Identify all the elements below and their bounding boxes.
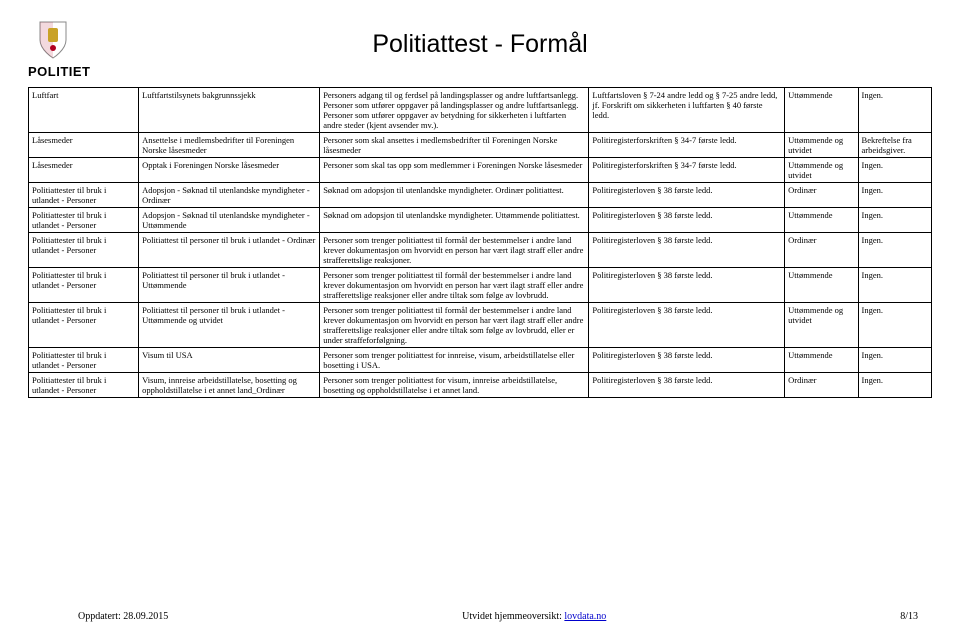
table-cell: Ingen. xyxy=(858,268,931,303)
table-row: Politiattester til bruk i utlandet - Per… xyxy=(29,373,932,398)
table-cell: Personer som trenger politiattest til fo… xyxy=(320,303,589,348)
table-cell: Uttømmende xyxy=(785,348,858,373)
brand-text: POLITIET xyxy=(28,64,91,79)
table-row: Politiattester til bruk i utlandet - Per… xyxy=(29,348,932,373)
footer-page-number: 8/13 xyxy=(900,611,918,622)
table-cell: Ansettelse i medlemsbedrifter til Foreni… xyxy=(139,133,320,158)
page-header: POLITIET Politiattest - Formål xyxy=(28,20,932,79)
page-footer: Oppdatert: 28.09.2015 Utvidet hjemmeover… xyxy=(0,611,960,622)
table-cell: Uttømmende og utvidet xyxy=(785,158,858,183)
table-cell: Politiregisterloven § 38 første ledd. xyxy=(589,183,785,208)
table-row: Politiattester til bruk i utlandet - Per… xyxy=(29,183,932,208)
table-cell: Ingen. xyxy=(858,233,931,268)
table-cell: Politiattester til bruk i utlandet - Per… xyxy=(29,348,139,373)
table-row: LåsesmederOpptak i Foreningen Norske lås… xyxy=(29,158,932,183)
table-cell: Politiregisterloven § 38 første ledd. xyxy=(589,208,785,233)
page-title: Politiattest - Formål xyxy=(28,30,932,59)
table-cell: Politiattester til bruk i utlandet - Per… xyxy=(29,373,139,398)
table-cell: Visum til USA xyxy=(139,348,320,373)
table-cell: Adopsjon - Søknad til utenlandske myndig… xyxy=(139,183,320,208)
table-row: Politiattester til bruk i utlandet - Per… xyxy=(29,208,932,233)
table-row: Politiattester til bruk i utlandet - Per… xyxy=(29,268,932,303)
table-cell: Personer som skal tas opp som medlemmer … xyxy=(320,158,589,183)
table-cell: Politiregisterforskriften § 34-7 første … xyxy=(589,133,785,158)
table-row: Politiattester til bruk i utlandet - Per… xyxy=(29,303,932,348)
table-cell: Luftfart xyxy=(29,88,139,133)
table-cell: Politiattest til personer til bruk i utl… xyxy=(139,303,320,348)
purpose-table: LuftfartLuftfartstilsynets bakgrunnssjek… xyxy=(28,87,932,398)
table-cell: Ingen. xyxy=(858,303,931,348)
table-cell: Ingen. xyxy=(858,88,931,133)
table-cell: Politiregisterloven § 38 første ledd. xyxy=(589,233,785,268)
table-cell: Søknad om adopsjon til utenlandske myndi… xyxy=(320,208,589,233)
table-cell: Politiattester til bruk i utlandet - Per… xyxy=(29,233,139,268)
table-cell: Politiattest til personer til bruk i utl… xyxy=(139,233,320,268)
table-cell: Politiregisterloven § 38 første ledd. xyxy=(589,303,785,348)
table-row: Politiattester til bruk i utlandet - Per… xyxy=(29,233,932,268)
table-cell: Låsesmeder xyxy=(29,133,139,158)
table-cell: Politiregisterloven § 38 første ledd. xyxy=(589,268,785,303)
table-cell: Personer som trenger politiattest til fo… xyxy=(320,233,589,268)
table-cell: Luftfartsloven § 7-24 andre ledd og § 7-… xyxy=(589,88,785,133)
table-cell: Politiattester til bruk i utlandet - Per… xyxy=(29,268,139,303)
table-cell: Ingen. xyxy=(858,208,931,233)
table-cell: Uttømmende xyxy=(785,88,858,133)
table-row: LuftfartLuftfartstilsynets bakgrunnssjek… xyxy=(29,88,932,133)
table-cell: Ordinær xyxy=(785,233,858,268)
table-row: LåsesmederAnsettelse i medlemsbedrifter … xyxy=(29,133,932,158)
table-cell: Uttømmende xyxy=(785,208,858,233)
table-cell: Ordinær xyxy=(785,183,858,208)
footer-center: Utvidet hjemmeoversikt: lovdata.no xyxy=(462,611,606,622)
table-cell: Ingen. xyxy=(858,158,931,183)
table-cell: Opptak i Foreningen Norske låsesmeder xyxy=(139,158,320,183)
table-cell: Personer som trenger politiattest for vi… xyxy=(320,373,589,398)
table-cell: Politiregisterloven § 38 første ledd. xyxy=(589,348,785,373)
table-cell: Politiattest til personer til bruk i utl… xyxy=(139,268,320,303)
table-cell: Politiattester til bruk i utlandet - Per… xyxy=(29,303,139,348)
table-cell: Personer som trenger politiattest til fo… xyxy=(320,268,589,303)
table-cell: Uttømmende og utvidet xyxy=(785,133,858,158)
table-cell: Ingen. xyxy=(858,348,931,373)
table-cell: Politiattester til bruk i utlandet - Per… xyxy=(29,183,139,208)
table-cell: Politiregisterloven § 38 første ledd. xyxy=(589,373,785,398)
table-cell: Personer som skal ansettes i medlemsbedr… xyxy=(320,133,589,158)
footer-link[interactable]: lovdata.no xyxy=(564,611,606,622)
table-cell: Søknad om adopsjon til utenlandske myndi… xyxy=(320,183,589,208)
table-cell: Ingen. xyxy=(858,373,931,398)
table-cell: Visum, innreise arbeidstillatelse, boset… xyxy=(139,373,320,398)
footer-updated: Oppdatert: 28.09.2015 xyxy=(78,611,168,622)
table-cell: Uttømmende og utvidet xyxy=(785,303,858,348)
table-cell: Personer som trenger politiattest for in… xyxy=(320,348,589,373)
footer-center-prefix: Utvidet hjemmeoversikt: xyxy=(462,611,564,622)
table-cell: Politiregisterforskriften § 34-7 første … xyxy=(589,158,785,183)
table-cell: Politiattester til bruk i utlandet - Per… xyxy=(29,208,139,233)
table-cell: Bekreftelse fra arbeidsgiver. xyxy=(858,133,931,158)
table-cell: Adopsjon - Søknad til utenlandske myndig… xyxy=(139,208,320,233)
table-cell: Personers adgang til og ferdsel på landi… xyxy=(320,88,589,133)
table-cell: Uttømmende xyxy=(785,268,858,303)
table-cell: Ingen. xyxy=(858,183,931,208)
table-cell: Låsesmeder xyxy=(29,158,139,183)
table-cell: Ordinær xyxy=(785,373,858,398)
table-cell: Luftfartstilsynets bakgrunnssjekk xyxy=(139,88,320,133)
